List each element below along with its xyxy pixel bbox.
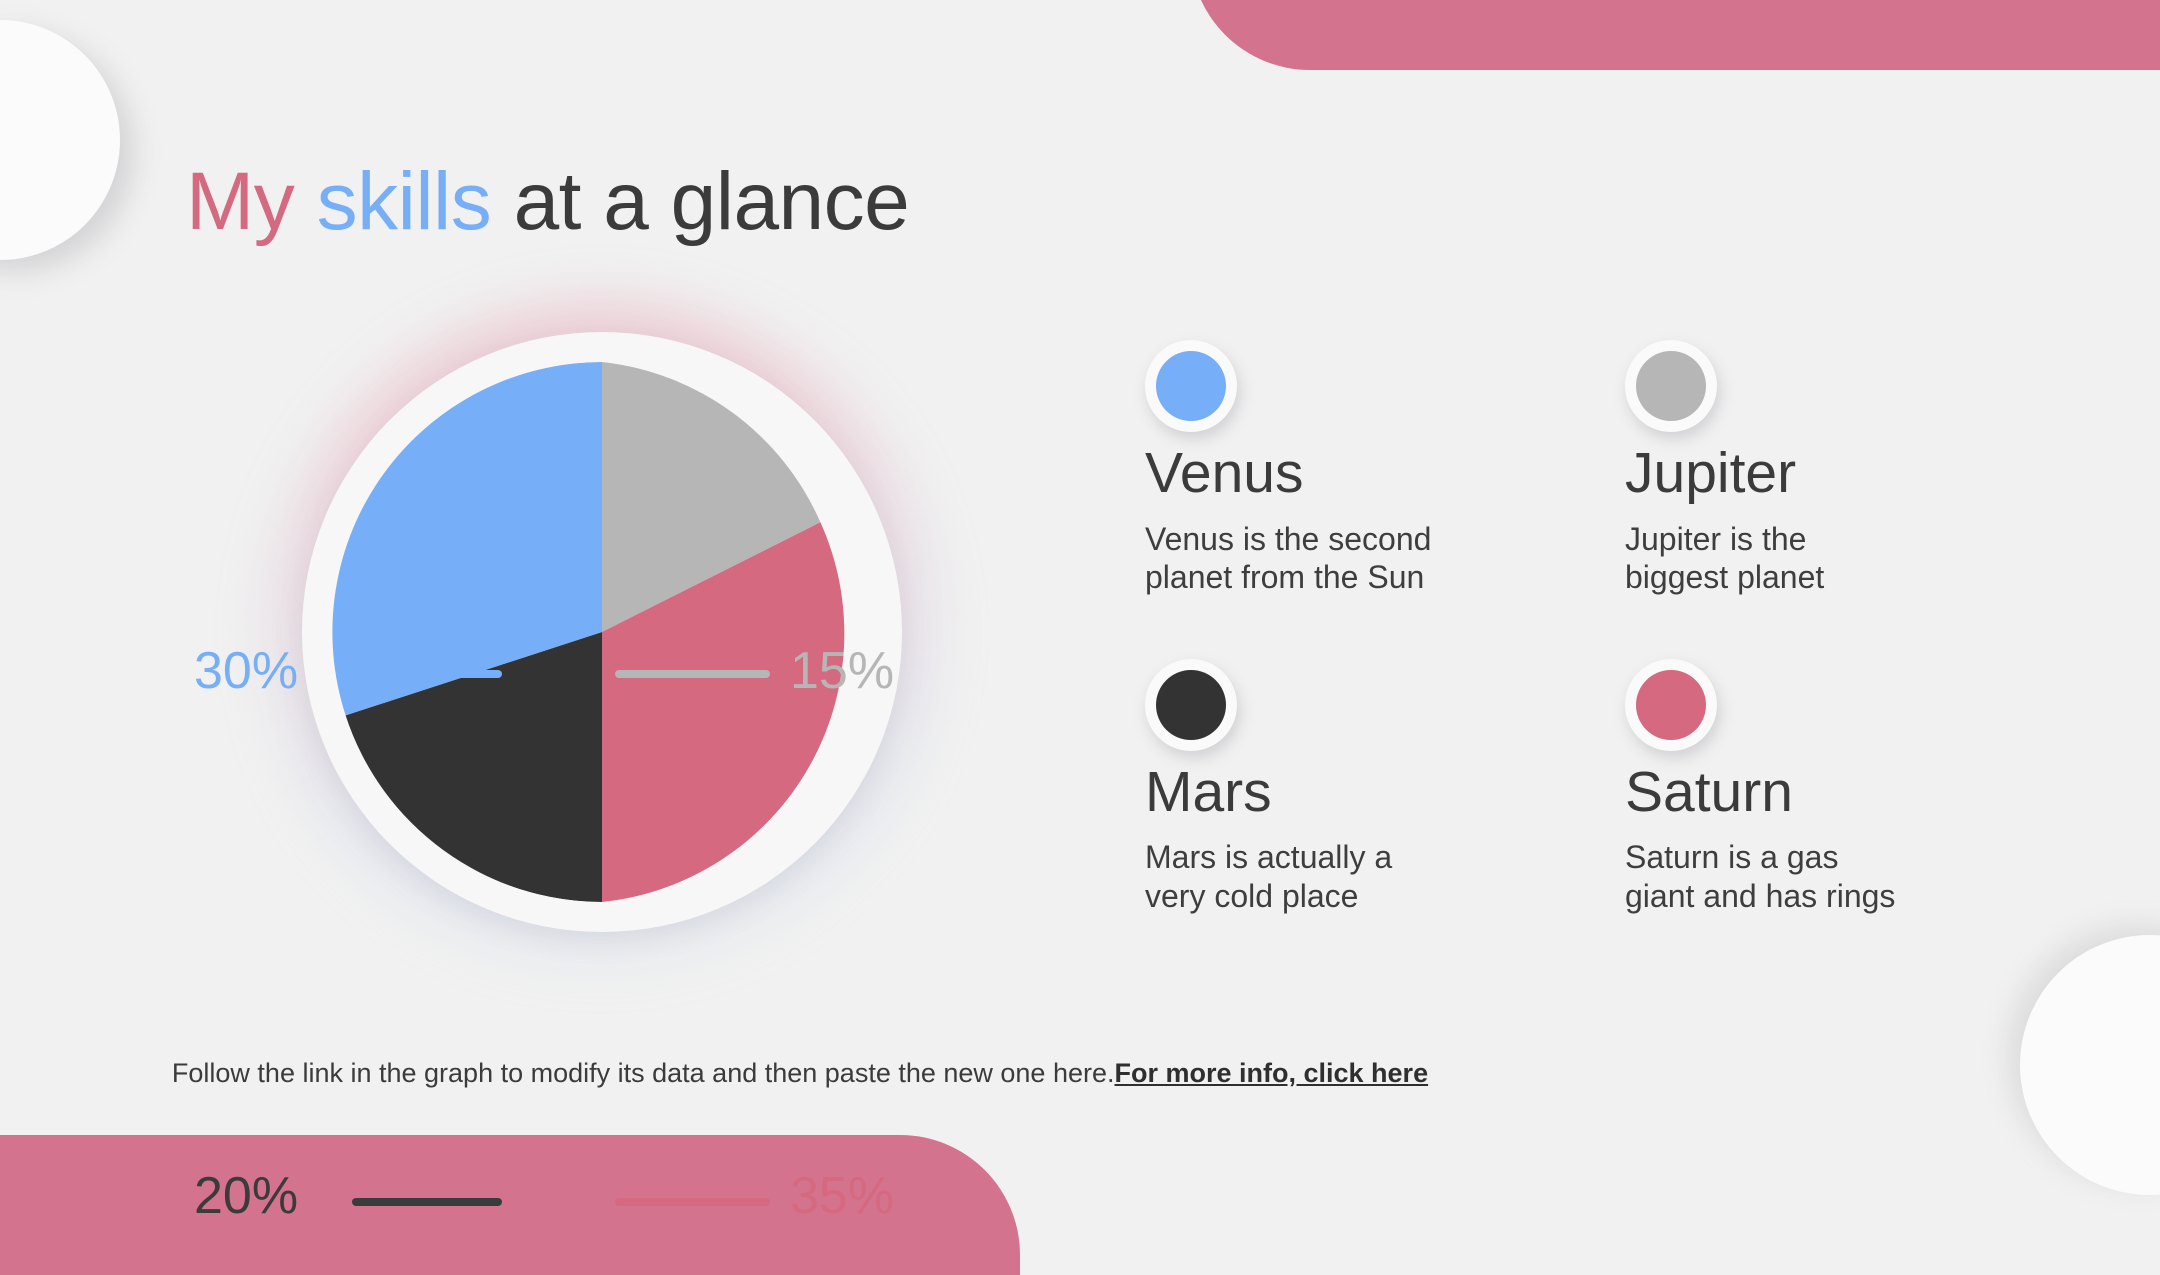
pie-label-35: 35%	[790, 1167, 895, 1225]
title-word-tail: at a glance	[513, 155, 910, 247]
circle-icon-venus	[1156, 351, 1226, 421]
pie-label-15: 15%	[790, 642, 895, 700]
legend-dot-wrapper-venus	[1145, 340, 1237, 432]
pie-chart[interactable]	[332, 362, 872, 902]
legend-item-mars[interactable]: Mars Mars is actually a very cold place	[1145, 658, 1625, 916]
legend-dot-wrapper-jupiter	[1625, 340, 1717, 432]
pie-leader-line-35	[615, 1198, 770, 1206]
pie-label-20: 20%	[194, 1167, 299, 1225]
footer-link[interactable]: For more info, click here	[1114, 1058, 1429, 1088]
circle-icon-mars	[1156, 669, 1226, 740]
pie-svg	[332, 362, 845, 902]
legend-desc-mars: Mars is actually a very cold place	[1145, 839, 1393, 914]
legend-desc-venus: Venus is the second planet from the Sun	[1145, 520, 1432, 596]
pie-chart-container[interactable]: 30% 15% 20% 35%	[180, 260, 1060, 1222]
legend-desc-jupiter: Jupiter is the biggest planet	[1625, 520, 1825, 596]
legend-dot-wrapper-saturn	[1625, 658, 1717, 751]
legend-item-saturn[interactable]: Saturn Saturn is a gas giant and has rin…	[1625, 658, 2085, 916]
legend-title-venus: Venus	[1145, 441, 1304, 505]
pie-slice-jupiter	[602, 362, 821, 632]
title-word-my: My	[186, 155, 295, 247]
legend-item-venus[interactable]: Venus Venus is the second planet from th…	[1145, 340, 1625, 597]
circle-icon-jupiter	[1636, 351, 1706, 421]
footer-note: Follow the link in the graph to modify i…	[0, 1058, 1600, 1089]
decorative-bar-top-right	[1190, 0, 2160, 70]
circle-icon-saturn	[1636, 669, 1706, 740]
pie-slice-mars	[345, 632, 602, 902]
pie-leader-line-30	[352, 670, 502, 678]
pie-leader-line-15	[615, 670, 770, 678]
legend-item-jupiter[interactable]: Jupiter Jupiter is the biggest planet	[1625, 340, 2085, 597]
legend-desc-saturn: Saturn is a gas giant and has rings	[1625, 839, 1896, 914]
decorative-circle-bottom-right	[2020, 935, 2160, 1195]
title-word-skills: skills	[316, 155, 492, 247]
legend-title-saturn: Saturn	[1625, 759, 1793, 824]
legend-title-mars: Mars	[1145, 759, 1272, 824]
footer-text: Follow the link in the graph to modify i…	[171, 1058, 1115, 1088]
page-title: My skills at a glance	[186, 160, 910, 243]
pie-slice-saturn	[602, 522, 845, 902]
pie-leader-line-20	[352, 1198, 502, 1206]
legend-title-jupiter: Jupiter	[1625, 441, 1797, 505]
decorative-circle-top-left	[0, 20, 120, 260]
pie-slice-venus	[332, 362, 602, 716]
legend-dot-wrapper-mars	[1145, 658, 1237, 751]
legend-grid: Venus Venus is the second planet from th…	[1145, 340, 2085, 915]
pie-label-30: 30%	[194, 642, 299, 700]
